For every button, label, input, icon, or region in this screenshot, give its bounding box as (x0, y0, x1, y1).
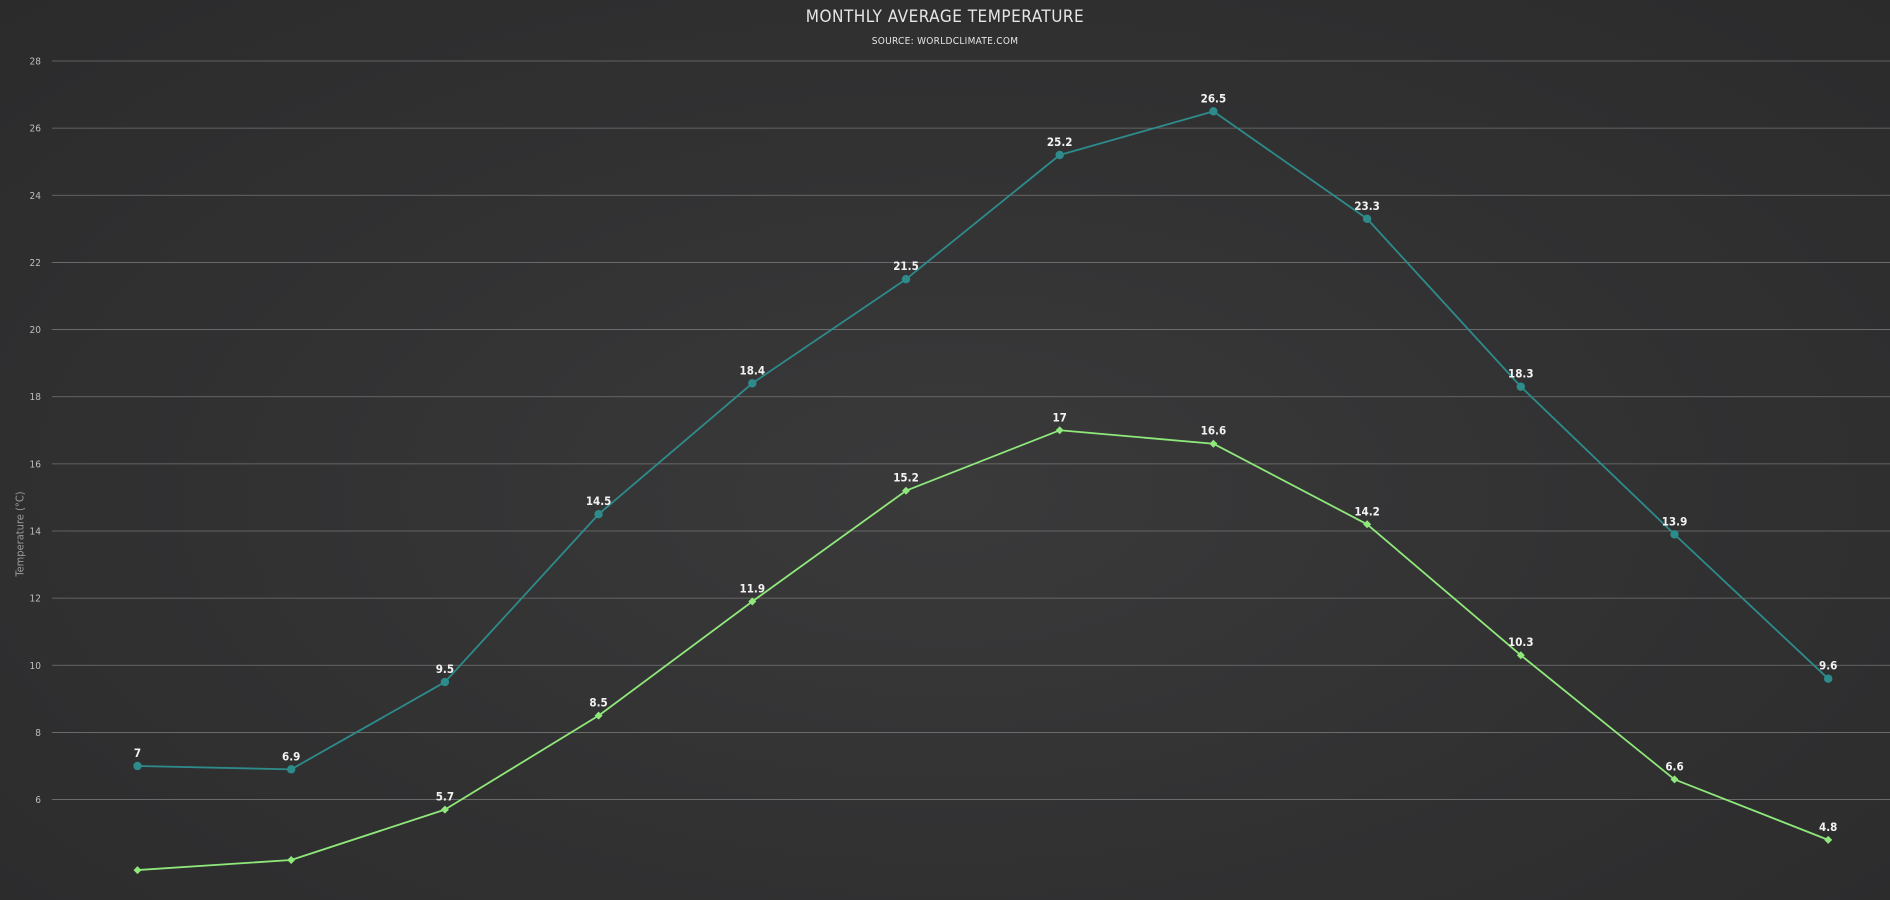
data-point (440, 805, 449, 814)
series-line (137, 110, 1829, 771)
data-label: 7 (134, 746, 141, 760)
data-label: 14.2 (1354, 504, 1380, 518)
data-point (1055, 150, 1064, 160)
data-point (594, 711, 603, 720)
data-point (1209, 439, 1218, 448)
data-label: 18.4 (740, 363, 766, 377)
data-label: 11.9 (740, 582, 766, 596)
data-label: 6.9 (282, 749, 300, 763)
data-label: 4.8 (1819, 820, 1837, 834)
data-point (901, 275, 911, 284)
data-point (748, 597, 757, 606)
y-tick-label: 8 (35, 728, 41, 739)
y-tick-label: 18 (30, 392, 42, 403)
data-point (133, 866, 142, 875)
data-point (287, 856, 296, 864)
data-point (1824, 835, 1833, 844)
data-point (902, 486, 910, 495)
data-point (1055, 426, 1064, 435)
data-point (748, 379, 757, 388)
y-tick-label: 22 (30, 258, 41, 269)
data-label: 18.3 (1508, 367, 1534, 381)
data-label: 15.2 (893, 471, 919, 485)
data-label: 21.5 (893, 259, 919, 273)
y-tick-label: 12 (30, 594, 41, 605)
y-tick-label: 14 (30, 527, 42, 538)
y-tick-label: 28 (30, 57, 42, 68)
data-label: 26.5 (1201, 91, 1227, 105)
data-label: 13.9 (1662, 514, 1688, 528)
data-label: 10.3 (1508, 635, 1534, 649)
data-point (440, 677, 450, 687)
data-point (1209, 107, 1218, 116)
data-label: 16.6 (1201, 424, 1227, 438)
y-tick-label: 6 (35, 795, 41, 806)
data-point (1824, 674, 1833, 683)
chart-title: MONTHLY AVERAGE TEMPERATURE (805, 7, 1085, 27)
data-label: 14.5 (586, 494, 612, 508)
data-label: 5.7 (436, 790, 454, 804)
data-label: 8.5 (589, 696, 607, 710)
data-point (594, 510, 603, 519)
data-point (1670, 530, 1679, 539)
y-tick-label: 26 (30, 124, 42, 135)
data-label: 6.6 (1665, 759, 1683, 773)
data-point (1516, 651, 1525, 660)
data-point (1363, 520, 1372, 529)
data-point (287, 765, 296, 774)
data-point (1362, 214, 1372, 223)
chart-subtitle: SOURCE: WORLDCLIMATE.COM (871, 36, 1019, 47)
y-tick-label: 10 (30, 661, 42, 672)
data-label: 17 (1052, 410, 1066, 424)
data-label: 25.2 (1047, 135, 1073, 149)
y-tick-label: 16 (30, 459, 42, 470)
data-point (1670, 775, 1679, 784)
data-point (1516, 382, 1526, 391)
series-line (137, 429, 1829, 871)
data-label: 9.6 (1819, 659, 1837, 673)
data-point (133, 761, 142, 771)
y-tick-label: 24 (30, 191, 42, 202)
data-label: 9.5 (436, 662, 454, 676)
y-tick-label: 20 (30, 325, 42, 336)
data-label: 23.3 (1354, 199, 1380, 213)
